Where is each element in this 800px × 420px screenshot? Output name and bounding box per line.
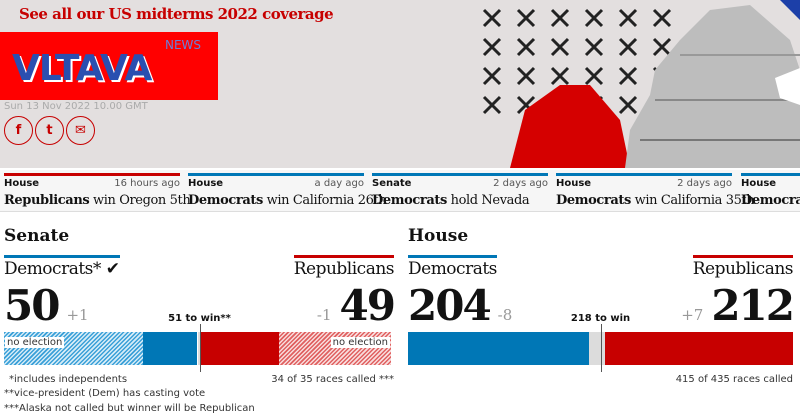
party-color-bar [741, 173, 800, 176]
house-panel: House Democrats Republicans 204 -8 +7 21… [408, 226, 795, 385]
vltava-logo: VLTAVA NEWS [0, 32, 218, 100]
x-mark [482, 8, 502, 28]
x-mark [516, 37, 536, 57]
ticker-item[interactable]: House 2 days ago Democrats win California… [556, 173, 755, 211]
party-color-bar [372, 173, 548, 176]
senate-dem-label: Democrats* ✔ [4, 255, 120, 279]
house-dem-seats: 204 [408, 281, 492, 330]
senate-note: ***Alaska not called but winner will be … [4, 403, 255, 414]
house-seat-bar [408, 332, 793, 365]
ticker-item[interactable]: House Democrats [741, 173, 800, 211]
ticker-party: Democrats [741, 193, 800, 208]
ticker-chamber: House [4, 178, 40, 189]
ticker-item[interactable]: Senate 2 days ago Democrats hold Nevada [372, 173, 548, 211]
dem-no-election-label: no election [5, 337, 65, 348]
facebook-share-icon[interactable]: f [4, 116, 33, 145]
party-color-bar [4, 173, 180, 176]
dem-elected-segment [408, 332, 589, 365]
ticker-chamber: House [556, 178, 592, 189]
senate-note: **vice-president (Dem) has casting vote [4, 388, 206, 399]
house-rep-count: +7 212 [681, 281, 795, 330]
ticker-party: Democrats [372, 193, 447, 208]
x-mark [618, 66, 638, 86]
ticker-text: win California 26th [266, 193, 387, 208]
publish-date: Sun 13 Nov 2022 10.00 GMT [4, 101, 148, 112]
majority-line [199, 324, 201, 372]
ticker-item[interactable]: House 16 hours ago Republicans win Oregon… [4, 173, 191, 211]
senate-rep-change: -1 [316, 306, 332, 324]
senate-races-called: 34 of 35 races called *** [271, 374, 394, 385]
house-rep-seats: 212 [711, 281, 795, 330]
senate-rep-seats: 49 [339, 281, 396, 330]
x-mark [516, 66, 536, 86]
email-share-icon[interactable]: ✉ [66, 116, 95, 145]
rep-no-election-label: no election [330, 337, 390, 348]
senate-dem-count: 50 +1 [4, 282, 89, 330]
logo-suffix: NEWS [165, 38, 202, 52]
results-ticker: House 16 hours ago Republicans win Oregon… [0, 170, 800, 212]
house-rep-label: Republicans [692, 255, 794, 279]
ticker-text: win California 35th [634, 193, 755, 208]
senate-seat-bar: no election no election [4, 332, 391, 365]
x-mark [618, 8, 638, 28]
x-mark [516, 8, 536, 28]
senate-dem-seats: 50 [4, 281, 60, 330]
house-races-called: 415 of 435 races called [675, 374, 793, 385]
house-dem-change: -8 [497, 306, 513, 324]
dem-label-text: Democrats* [4, 259, 101, 279]
senate-title: Senate [4, 226, 70, 246]
ticker-item[interactable]: House a day ago Democrats win California … [188, 173, 387, 211]
capitol-illustration [482, 0, 800, 168]
x-mark [550, 66, 570, 86]
ticker-party: Democrats [188, 193, 263, 208]
ticker-time: 16 hours ago [114, 178, 180, 189]
undecided-segment [588, 332, 606, 365]
rep-elected-segment [201, 332, 279, 365]
x-mark [652, 8, 672, 28]
x-mark [482, 37, 502, 57]
x-mark [482, 66, 502, 86]
rep-elected-segment [605, 332, 793, 365]
senate-to-win: 51 to win** [168, 313, 231, 324]
x-mark [584, 8, 604, 28]
checkmark-icon: ✔ [105, 259, 120, 279]
ticker-text: win Oregon 5th [93, 193, 191, 208]
x-mark [618, 95, 638, 115]
majority-line [600, 324, 602, 372]
ticker-time: 2 days ago [677, 178, 732, 189]
ticker-time: a day ago [314, 178, 364, 189]
ticker-chamber: Senate [372, 178, 412, 189]
dem-elected-segment [143, 332, 198, 365]
house-title: House [408, 226, 469, 246]
senate-panel: Senate Democrats* ✔ Republicans 50 +1 -1… [4, 226, 396, 414]
ticker-chamber: House [741, 178, 777, 189]
ticker-time: 2 days ago [493, 178, 548, 189]
x-mark [482, 95, 502, 115]
ticker-party: Republicans [4, 193, 90, 208]
x-mark [584, 37, 604, 57]
undecided-segment [197, 332, 202, 365]
ticker-text: hold Nevada [450, 193, 530, 208]
hero-header: See all our US midterms 2022 coverage VL… [0, 0, 800, 168]
ticker-chamber: House [188, 178, 224, 189]
senate-dem-change: +1 [66, 306, 89, 324]
house-rep-change: +7 [681, 306, 704, 324]
house-dem-label: Democrats [408, 255, 497, 279]
house-dem-count: 204 -8 [408, 282, 512, 330]
x-mark [550, 8, 570, 28]
party-color-bar [556, 173, 732, 176]
x-mark [550, 37, 570, 57]
x-mark [652, 37, 672, 57]
coverage-link[interactable]: See all our US midterms 2022 coverage [19, 5, 334, 23]
twitter-share-icon[interactable]: t [35, 116, 64, 145]
x-mark [584, 66, 604, 86]
senate-note: *includes independents [9, 374, 128, 385]
house-to-win: 218 to win [570, 313, 631, 324]
logo-text: VLTAVA [12, 48, 152, 89]
x-mark [618, 37, 638, 57]
party-color-bar [188, 173, 364, 176]
senate-rep-label: Republicans [293, 255, 395, 279]
ticker-party: Democrats [556, 193, 631, 208]
senate-rep-count: -1 49 [316, 281, 396, 330]
